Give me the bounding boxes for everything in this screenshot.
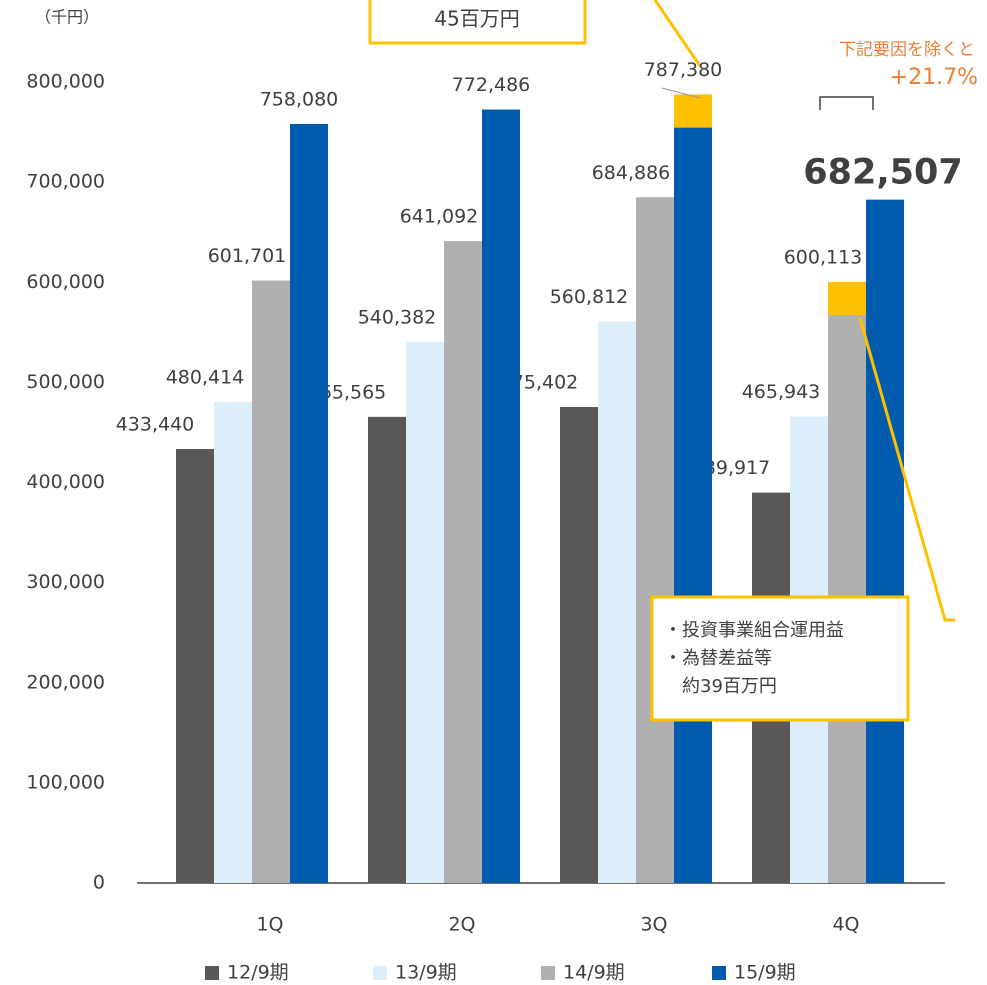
bar bbox=[482, 109, 520, 883]
note-box-text: 約39百万円 bbox=[664, 676, 777, 697]
x-tick-label: 3Q bbox=[640, 914, 667, 936]
value-label: 540,382 bbox=[358, 306, 437, 328]
leader bbox=[661, 87, 701, 99]
y-tick-label: 400,000 bbox=[26, 471, 105, 493]
bar bbox=[406, 341, 444, 884]
value-label: 758,080 bbox=[260, 88, 339, 110]
bar bbox=[560, 407, 598, 883]
x-tick-label: 2Q bbox=[448, 914, 475, 936]
y-tick-label: 500,000 bbox=[26, 371, 105, 393]
connector bbox=[653, 0, 702, 67]
value-label: 601,701 bbox=[208, 245, 287, 267]
y-tick-label: 200,000 bbox=[26, 671, 105, 693]
note-box bbox=[650, 595, 910, 722]
value-label: 560,812 bbox=[550, 286, 629, 308]
bar bbox=[828, 282, 866, 884]
note-title: 下記要因を除くと bbox=[839, 40, 975, 60]
bar bbox=[598, 321, 636, 883]
y-tick-label: 700,000 bbox=[26, 171, 105, 193]
bar bbox=[368, 416, 406, 883]
legend-label: 14/9期 bbox=[563, 962, 625, 984]
highlight-segment bbox=[828, 282, 866, 316]
value-label: 480,414 bbox=[166, 366, 245, 388]
legend-swatch bbox=[541, 966, 555, 980]
value-label: 682,507 bbox=[803, 153, 962, 193]
value-label: 772,486 bbox=[452, 74, 531, 96]
legend-label: 12/9期 bbox=[227, 962, 289, 984]
bar bbox=[290, 123, 328, 883]
note-box-text: ・投資事業組合運用益 bbox=[664, 620, 844, 641]
legend-label: 13/9期 bbox=[395, 962, 457, 984]
x-tick-label: 1Q bbox=[256, 914, 283, 936]
bar bbox=[214, 401, 252, 883]
y-tick-label: 0 bbox=[93, 872, 105, 894]
value-label: 433,440 bbox=[116, 414, 195, 436]
value-label: 465,943 bbox=[742, 381, 821, 403]
top-box bbox=[368, 0, 587, 45]
legend-swatch bbox=[205, 966, 219, 980]
value-label: 787,380 bbox=[644, 59, 723, 81]
value-label: 641,092 bbox=[400, 206, 479, 228]
connector bbox=[858, 317, 955, 622]
legend-swatch bbox=[373, 966, 387, 980]
value-label: 600,113 bbox=[784, 247, 863, 269]
x-tick-label: 4Q bbox=[832, 914, 859, 936]
bar bbox=[674, 94, 712, 884]
y-tick-label: 100,000 bbox=[26, 771, 105, 793]
unit-label: （千円） bbox=[35, 8, 99, 27]
bracket bbox=[819, 96, 874, 110]
bar bbox=[252, 280, 290, 883]
y-tick-label: 800,000 bbox=[26, 71, 105, 93]
highlight-segment bbox=[674, 94, 712, 128]
legend-label: 15/9期 bbox=[734, 962, 796, 984]
y-tick-label: 600,000 bbox=[26, 271, 105, 293]
y-tick-label: 300,000 bbox=[26, 571, 105, 593]
bar bbox=[636, 197, 674, 884]
bar bbox=[176, 449, 214, 883]
note-value: +21.7% bbox=[890, 65, 978, 90]
legend-swatch bbox=[712, 966, 726, 980]
bar bbox=[444, 241, 482, 883]
value-label: 684,886 bbox=[592, 162, 671, 184]
top-box-text: 45百万円 bbox=[434, 7, 519, 31]
bar bbox=[866, 199, 904, 883]
note-box-text: ・為替差益等 bbox=[664, 648, 772, 669]
